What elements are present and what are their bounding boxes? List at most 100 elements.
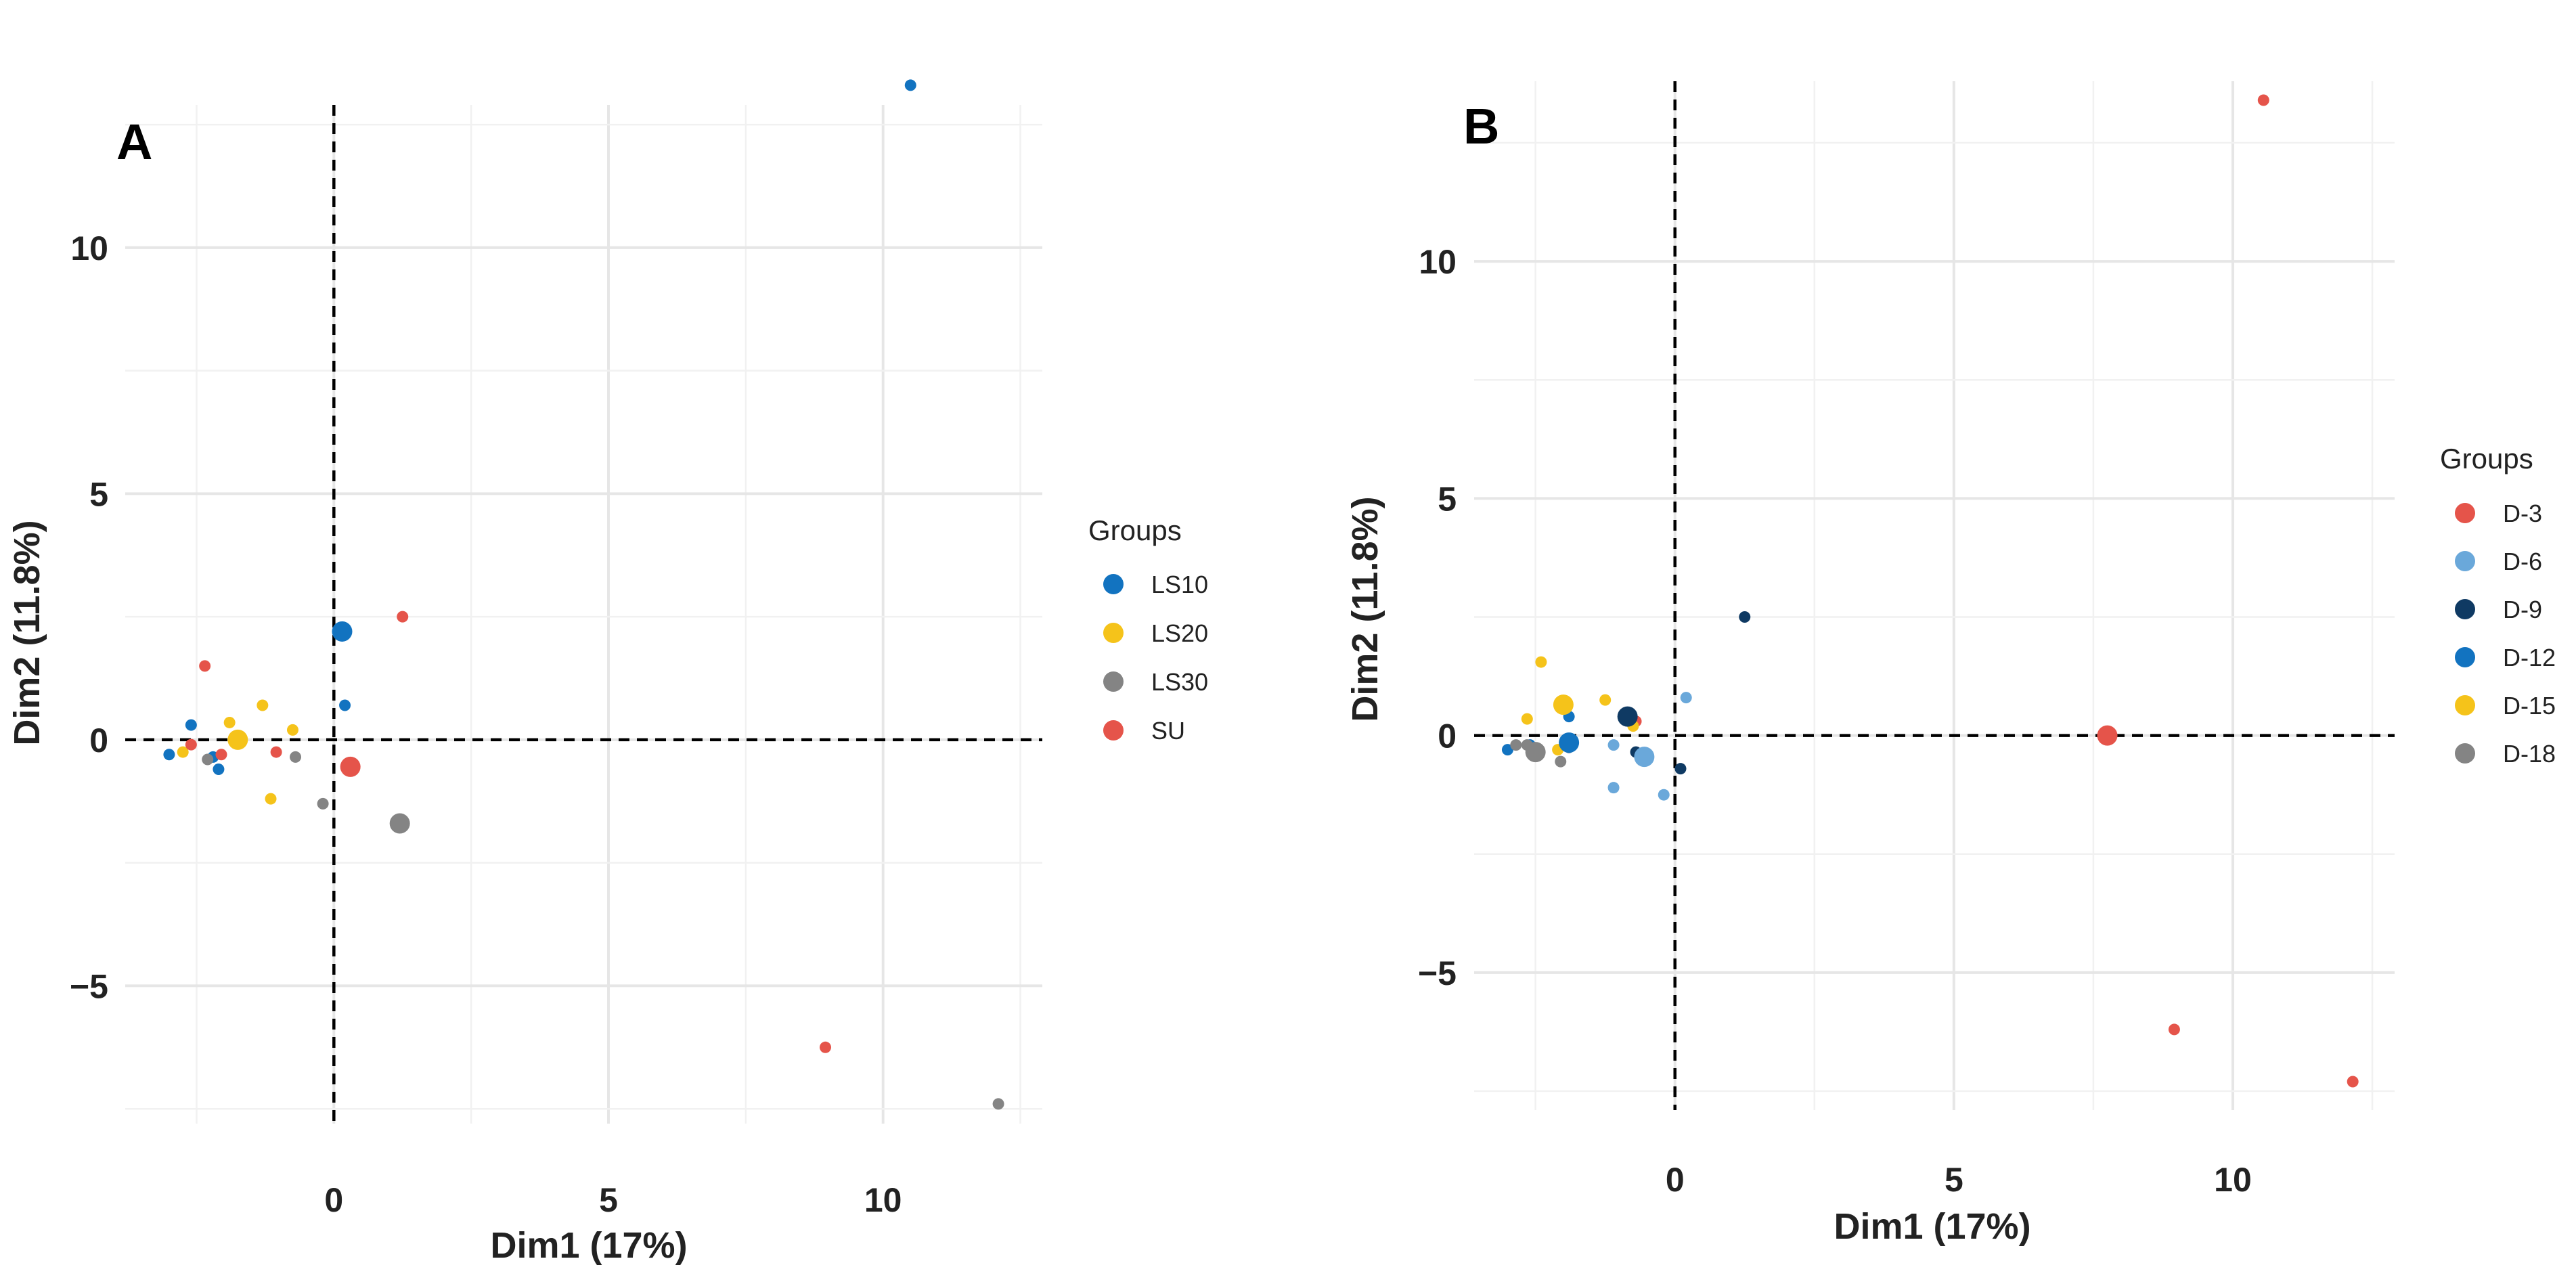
panel-label: A [116,114,152,170]
group-centroid-ls10 [332,621,353,642]
panel-b-reference-lines [1474,81,2395,1110]
legend-label: D-6 [2503,548,2542,575]
data-point-d-3 [2257,94,2269,106]
panel-b-points [1501,94,2359,1088]
data-point-d-15 [1599,694,1612,706]
legend-key [2455,743,2475,764]
legend-label: D-18 [2503,740,2556,768]
y-axis-title: Dim2 (11.8%) [7,520,47,745]
legend-title: Groups [2440,443,2533,474]
y-tick-label: 0 [1438,717,1457,755]
panel-b-tick-labels: 0 5 10 −5 0 5 10 [1418,243,2252,1199]
data-point-ls20 [223,716,236,728]
group-centroid-d-18 [1525,742,1546,763]
legend-label: LS20 [1151,619,1208,647]
legend-label: SU [1151,717,1185,745]
panel-b-legend: Groups D-3 D-6 D-9 D-12 D-15 D-18 [2440,443,2556,768]
legend-label: D-15 [2503,692,2556,720]
panel-a-tick-labels: 0 5 10 −5 0 5 10 [70,229,902,1219]
legend-key [2455,551,2475,571]
data-point-su [199,660,211,672]
data-point-ls10 [163,749,175,761]
data-point-d-9 [1674,763,1687,775]
y-tick-label: 5 [89,475,108,513]
x-tick-label: 10 [864,1181,902,1219]
legend-key [1103,671,1124,692]
data-point-su [397,611,409,623]
group-centroid-ls30 [389,813,410,834]
panel-b: 0 5 10 −5 0 5 10 B Dim1 (17%) Dim2 (11.8%) Gro… [1345,81,2556,1247]
data-point-d-12 [1501,744,1513,756]
data-point-d-9 [1739,611,1751,623]
data-point-ls30 [317,797,329,810]
x-tick-label: 0 [1666,1161,1685,1199]
legend-label: D-12 [2503,644,2556,671]
legend-key [2455,503,2475,523]
data-point-d-3 [2347,1076,2359,1088]
data-point-su [820,1041,832,1053]
legend-key [2455,599,2475,619]
data-point-ls30 [202,753,214,766]
data-point-d-15 [1521,713,1533,725]
data-point-ls30 [992,1098,1004,1110]
panel-a-legend: Groups LS10 LS20 LS30 SU [1088,514,1208,745]
x-tick-label: 5 [599,1181,618,1219]
x-tick-label: 0 [324,1181,343,1219]
data-point-d-18 [1510,739,1522,751]
data-point-ls20 [177,746,189,758]
data-point-d-18 [1555,755,1567,768]
legend-key [2455,647,2475,667]
legend-label: D-3 [2503,500,2542,527]
group-centroid-d-6 [1634,747,1655,768]
x-tick-label: 10 [2214,1161,2252,1199]
data-point-d-15 [1535,656,1547,668]
data-point-d-3 [2168,1023,2180,1036]
y-tick-label: −5 [70,967,108,1005]
data-point-su [215,749,227,761]
data-point-ls30 [290,751,302,763]
legend-key [1103,720,1124,741]
data-point-ls20 [286,724,298,736]
x-axis-title: Dim1 (17%) [1834,1206,2030,1247]
group-centroid-ls20 [227,729,248,750]
x-tick-label: 5 [1945,1161,1963,1199]
legend-label: LS30 [1151,668,1208,696]
data-point-d-6 [1607,739,1620,751]
data-point-d-6 [1658,789,1670,801]
group-centroid-d-3 [2097,725,2118,746]
data-point-ls20 [265,793,277,805]
group-centroid-d-15 [1553,694,1574,715]
y-tick-label: 5 [1438,480,1457,518]
data-point-su [270,746,282,758]
data-point-ls20 [257,699,269,711]
legend-key [2455,695,2475,715]
panel-a-grid [125,105,1042,1124]
group-centroid-su [340,756,361,777]
data-point-d-6 [1607,782,1620,794]
panel-a-points [163,79,1004,1110]
legend-title: Groups [1088,514,1182,546]
group-centroid-d-9 [1617,706,1638,727]
data-point-d-6 [1680,692,1692,704]
panel-label: B [1463,98,1499,154]
y-tick-label: 0 [89,722,108,759]
legend-key [1103,574,1124,594]
y-tick-label: 10 [1419,243,1457,281]
y-tick-label: 10 [70,229,108,267]
x-axis-title: Dim1 (17%) [490,1225,687,1266]
legend-label: LS10 [1151,571,1208,598]
y-tick-label: −5 [1418,954,1457,992]
data-point-ls10 [904,79,916,91]
data-point-su [185,738,197,751]
group-centroid-d-12 [1559,732,1580,753]
data-point-ls10 [213,764,225,776]
legend-key [1103,623,1124,643]
data-point-ls10 [185,719,197,731]
panel-b-grid [1474,81,2395,1110]
y-axis-title: Dim2 (11.8%) [1345,496,1385,722]
legend-label: D-9 [2503,596,2542,623]
panel-a: 0 5 10 −5 0 5 10 A Dim1 (17%) Dim2 (11.8%) Gro… [7,79,1208,1266]
data-point-ls10 [339,699,351,711]
panel-a-reference-lines [125,105,1042,1124]
